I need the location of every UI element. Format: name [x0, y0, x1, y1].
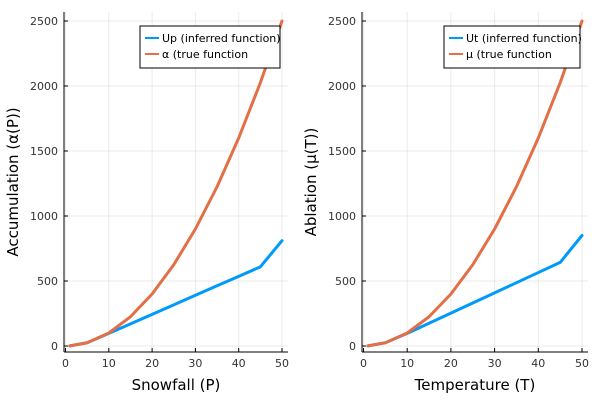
grid-lines	[64, 12, 288, 352]
series-line-1	[366, 234, 584, 348]
y-axis-label: Accumulation (α(P))	[4, 107, 22, 256]
x-tick-label: 0	[360, 357, 367, 370]
y-tick-label: 0	[349, 340, 356, 353]
y-tick-label: 1500	[328, 145, 356, 158]
x-axis-label: Snowfall (P)	[132, 376, 221, 394]
legend-box	[443, 25, 581, 69]
x-tick-label: 50	[575, 357, 589, 370]
x-tick-label: 20	[145, 357, 159, 370]
chart-panel-1: 0 10 20 30 40 5005001000150020002500Snowfall …	[4, 12, 289, 394]
x-tick-label: 50	[275, 357, 289, 370]
x-tick-label: 40	[531, 357, 545, 370]
legend: Ut (inferred function) μ (true function	[443, 25, 582, 69]
series-line-2	[366, 19, 584, 348]
y-tick-label: 1000	[328, 210, 356, 223]
grid-lines	[362, 12, 588, 352]
chart-panel-2: 0 10 20 30 40 5005001000150020002500Temperatu…	[302, 12, 589, 394]
series-group	[366, 19, 584, 348]
x-tick-label: 10	[400, 357, 414, 370]
series-line-2	[68, 19, 284, 348]
y-axis-label: Ablation (μ(T))	[302, 128, 320, 237]
series-line-1	[68, 239, 284, 348]
y-tick-label: 1000	[30, 210, 58, 223]
legend-label-2: μ (true function	[466, 48, 552, 61]
y-tick-label: 500	[37, 275, 58, 288]
y-tick-label: 2500	[30, 15, 58, 28]
x-tick-label: 30	[188, 357, 202, 370]
x-tick-label: 30	[488, 357, 502, 370]
y-tick-label: 2000	[30, 80, 58, 93]
y-tick-label: 0	[51, 340, 58, 353]
y-tick-label: 2000	[328, 80, 356, 93]
legend-label-1: Ut (inferred function)	[466, 32, 582, 45]
y-tick-label: 500	[335, 275, 356, 288]
x-tick-label: 20	[444, 357, 458, 370]
y-tick-label: 1500	[30, 145, 58, 158]
legend-label-1: Up (inferred function)	[162, 32, 281, 45]
series-group	[68, 19, 284, 348]
x-tick-label: 10	[102, 357, 116, 370]
x-axis-label: Temperature (T)	[414, 376, 536, 394]
y-tick-label: 2500	[328, 15, 356, 28]
x-tick-label: 0	[62, 357, 69, 370]
x-tick-label: 40	[232, 357, 246, 370]
legend: Up (inferred function) α (true function	[139, 25, 281, 69]
legend-box	[139, 25, 281, 69]
legend-label-2: α (true function	[162, 48, 248, 61]
